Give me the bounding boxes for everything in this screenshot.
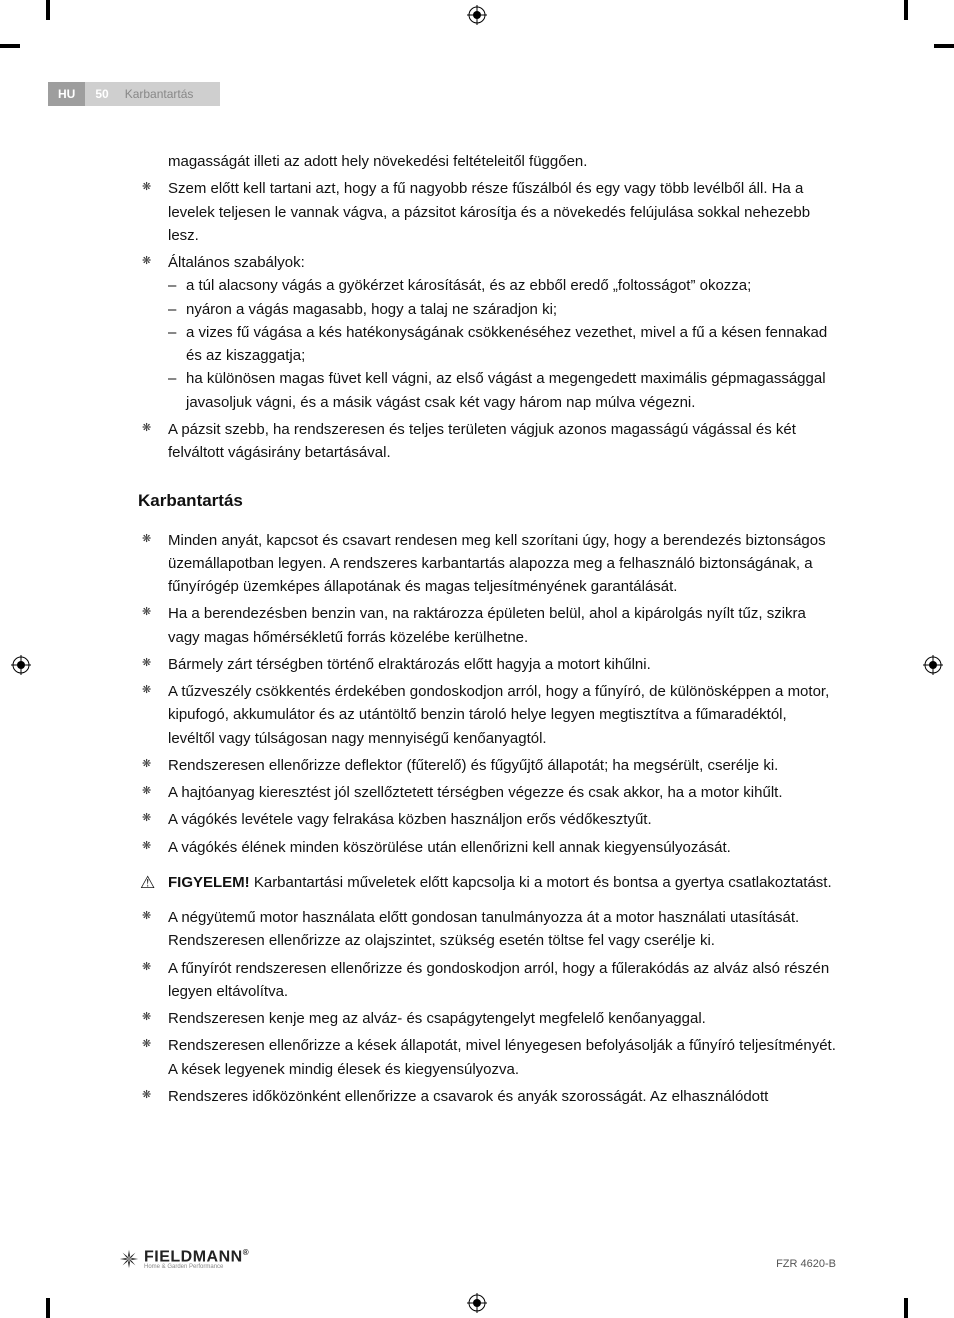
list-item-text: a vizes fű vágása a kés hatékonyságának … — [186, 324, 827, 364]
list-item-text: A fűnyírót rendszeresen ellenőrizze és g… — [168, 960, 829, 1000]
warning-block: FIGYELEM! Karbantartási műveletek előtt … — [138, 871, 836, 894]
list-item-text: nyáron a vágás magasabb, hogy a talaj ne… — [186, 301, 557, 318]
list-item-text: A vágókés élének minden köszörülése után… — [168, 839, 731, 856]
list-item-text: ha különösen magas füvet kell vágni, az … — [186, 370, 826, 410]
model-number: FZR 4620-B — [776, 1258, 836, 1270]
list-item: Rendszeresen ellenőrizze deflektor (fűte… — [138, 754, 836, 777]
list-item-text: a túl alacsony vágás a gyökérzet károsít… — [186, 277, 751, 294]
list-item: Általános szabályok: –a túl alacsony vág… — [138, 251, 836, 414]
page-footer: FIELDMANN® Home & Garden Performance FZR… — [118, 1248, 836, 1270]
list-item: Szem előtt kell tartani azt, hogy a fű n… — [138, 177, 836, 247]
crop-mark — [934, 44, 954, 48]
crop-mark — [46, 1298, 50, 1318]
page-header: HU 50 Karbantartás — [48, 82, 836, 106]
list-item: Rendszeresen ellenőrizze a kések állapot… — [138, 1034, 836, 1081]
header-page-number: 50 — [85, 87, 118, 101]
header-lang: HU — [48, 82, 85, 106]
list-item-text: A tűzveszély csökkentés érdekében gondos… — [168, 683, 829, 747]
list-item-text: A négyütemű motor használata előtt gondo… — [168, 909, 799, 949]
brand-name: FIELDMANN — [144, 1248, 243, 1265]
list-item: Ha a berendezésben benzin van, na raktár… — [138, 602, 836, 649]
crop-mark — [0, 44, 20, 48]
registration-mark-left — [10, 654, 32, 676]
list-item-text: Rendszeresen kenje meg az alváz- és csap… — [168, 1010, 706, 1027]
list-item: Rendszeresen kenje meg az alváz- és csap… — [138, 1007, 836, 1030]
list-item-text: A hajtóanyag kieresztést jól szellőztete… — [168, 784, 783, 801]
list-item-text: Rendszeresen ellenőrizze deflektor (fűte… — [168, 757, 778, 774]
list-item: Minden anyát, kapcsot és csavart rendese… — [138, 529, 836, 599]
header-section-title: Karbantartás — [119, 87, 194, 101]
section-heading: Karbantartás — [138, 488, 836, 514]
list-item: Bármely zárt térségben történő elraktáro… — [138, 653, 836, 676]
list-item-text: Ha a berendezésben benzin van, na raktár… — [168, 605, 806, 645]
list-item-text: Bármely zárt térségben történő elraktáro… — [168, 656, 651, 673]
list-item: A tűzveszély csökkentés érdekében gondos… — [138, 680, 836, 750]
list-item: A vágókés levétele vagy felrakása közben… — [138, 808, 836, 831]
list-item: –a vizes fű vágása a kés hatékonyságának… — [168, 321, 836, 368]
maintenance-list-1: Minden anyát, kapcsot és csavart rendese… — [138, 529, 836, 859]
list-item: A vágókés élének minden köszörülése után… — [138, 836, 836, 859]
maintenance-list-2: A négyütemű motor használata előtt gondo… — [138, 906, 836, 1108]
list-item: A négyütemű motor használata előtt gondo… — [138, 906, 836, 953]
brand-icon — [118, 1248, 140, 1270]
list-item-text: Rendszeresen ellenőrizze a kések állapot… — [168, 1037, 836, 1077]
crop-mark — [46, 0, 50, 20]
list-item-text: Szem előtt kell tartani azt, hogy a fű n… — [168, 180, 810, 244]
body-content: magasságát illeti az adott hely növekedé… — [138, 150, 836, 1108]
crop-mark — [904, 1298, 908, 1318]
rules-sublist: –a túl alacsony vágás a gyökérzet károsí… — [168, 274, 836, 414]
page: HU 50 Karbantartás magasságát illeti az … — [48, 22, 906, 1296]
brand-logo: FIELDMANN® Home & Garden Performance — [118, 1248, 249, 1270]
list-item: A fűnyírót rendszeresen ellenőrizze és g… — [138, 957, 836, 1004]
warning-text: Karbantartási műveletek előtt kapcsolja … — [254, 874, 832, 891]
crop-mark — [904, 0, 908, 20]
list-item-text: Minden anyát, kapcsot és csavart rendese… — [168, 532, 826, 596]
list-item: Rendszeres időközönként ellenőrizze a cs… — [138, 1085, 836, 1108]
list-item: –ha különösen magas füvet kell vágni, az… — [168, 367, 836, 414]
list-item-text: A pázsit szebb, ha rendszeresen és telje… — [168, 421, 796, 461]
list-item: A hajtóanyag kieresztést jól szellőztete… — [138, 781, 836, 804]
continuation-text: magasságát illeti az adott hely növekedé… — [168, 150, 836, 173]
registration-mark-right — [922, 654, 944, 676]
list-item: A pázsit szebb, ha rendszeresen és telje… — [138, 418, 836, 465]
list-item: –nyáron a vágás magasabb, hogy a talaj n… — [168, 298, 836, 321]
warning-label: FIGYELEM! — [168, 874, 250, 891]
top-bullet-list: Szem előtt kell tartani azt, hogy a fű n… — [138, 177, 836, 464]
list-item-text: Rendszeres időközönként ellenőrizze a cs… — [168, 1088, 768, 1105]
list-item-text: Általános szabályok: — [168, 254, 305, 271]
list-item: –a túl alacsony vágás a gyökérzet károsí… — [168, 274, 836, 297]
list-item-text: A vágókés levétele vagy felrakása közben… — [168, 811, 652, 828]
